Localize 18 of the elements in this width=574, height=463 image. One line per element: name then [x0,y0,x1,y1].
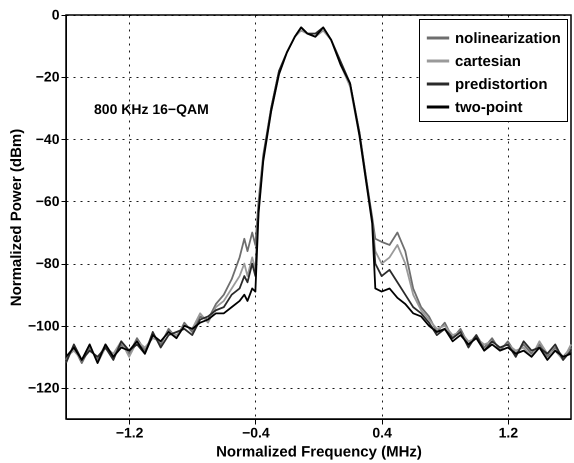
legend-label: two-point [455,99,522,116]
x-tick-label: 1.2 [498,424,518,440]
y-axis-title: Normalized Power (dBm) [8,128,25,306]
legend-label: nolinearization [455,30,561,47]
y-tick-label: −120 [28,379,60,396]
x-tick-label: −0.4 [242,424,270,440]
y-tick-label: −100 [28,317,60,334]
annotation: 800 KHz 16−QAM [94,101,209,117]
y-tick-label: −40 [36,130,60,147]
x-tick-label: 0.4 [372,424,392,440]
y-tick-label: −60 [36,192,60,209]
legend-label: predistortion [455,76,548,93]
y-tick-label: 0 [52,6,60,22]
x-tick-label: −1.2 [116,424,144,440]
y-tick-label: −20 [36,68,60,85]
y-tick-label: −80 [36,255,60,272]
x-axis-title: Normalized Frequency (MHz) [216,444,422,460]
legend-label: cartesian [455,53,521,70]
